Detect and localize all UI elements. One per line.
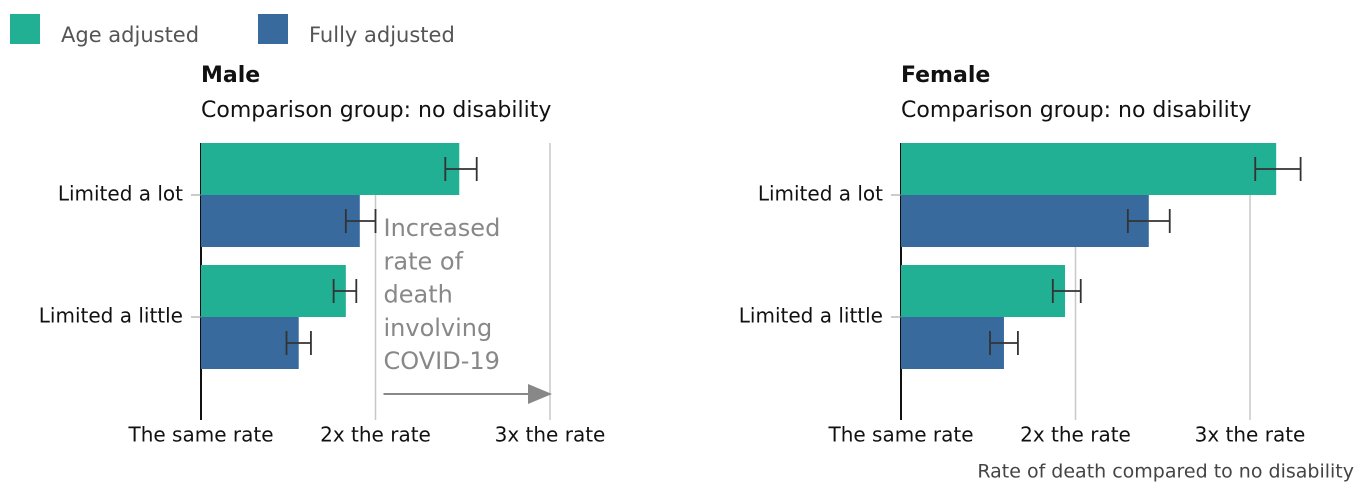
x-tick-label: 2x the rate [320,423,431,447]
bar [901,317,1004,369]
error-bar [989,331,1019,355]
bar [901,265,1066,317]
x-tick-label: 3x the rate [495,423,606,447]
bar [901,143,1277,195]
legend-swatch [258,14,288,44]
x-tick-label: 2x the rate [1020,423,1131,447]
x-tick-label: The same rate [828,423,974,447]
y-tick-label: Limited a lot [758,182,883,206]
error-bar [344,209,377,233]
legend-swatch [10,14,40,44]
chart-title: Male [201,63,260,88]
legend-label: Age adjusted [61,23,199,47]
chart-title: Female [901,63,990,88]
bar [201,195,360,247]
annotation: COVID-19 [384,347,500,375]
annotation: death [384,281,453,309]
error-bar [285,331,312,355]
bar [201,143,460,195]
bar [901,195,1149,247]
annotation: Increased [384,214,501,242]
y-tick-label: Limited a little [739,304,883,328]
x-axis-label: Rate of death compared to no disability [977,461,1354,483]
error-bar [1254,157,1302,181]
y-tick-label: Limited a lot [58,182,183,206]
annotation: rate of [384,247,464,275]
y-tick-label: Limited a little [39,304,183,328]
chart-subtitle: Comparison group: no disability [901,98,1251,123]
legend-label: Fully adjusted [309,23,455,47]
chart-subtitle: Comparison group: no disability [201,98,551,123]
error-bar [1051,279,1082,303]
bar [201,265,346,317]
x-tick-label: The same rate [128,423,274,447]
error-bar [1126,209,1171,233]
error-bar [332,279,358,303]
annotation: involving [384,314,493,342]
x-tick-label: 3x the rate [1195,423,1306,447]
bar [201,317,299,369]
error-bar [444,157,478,181]
